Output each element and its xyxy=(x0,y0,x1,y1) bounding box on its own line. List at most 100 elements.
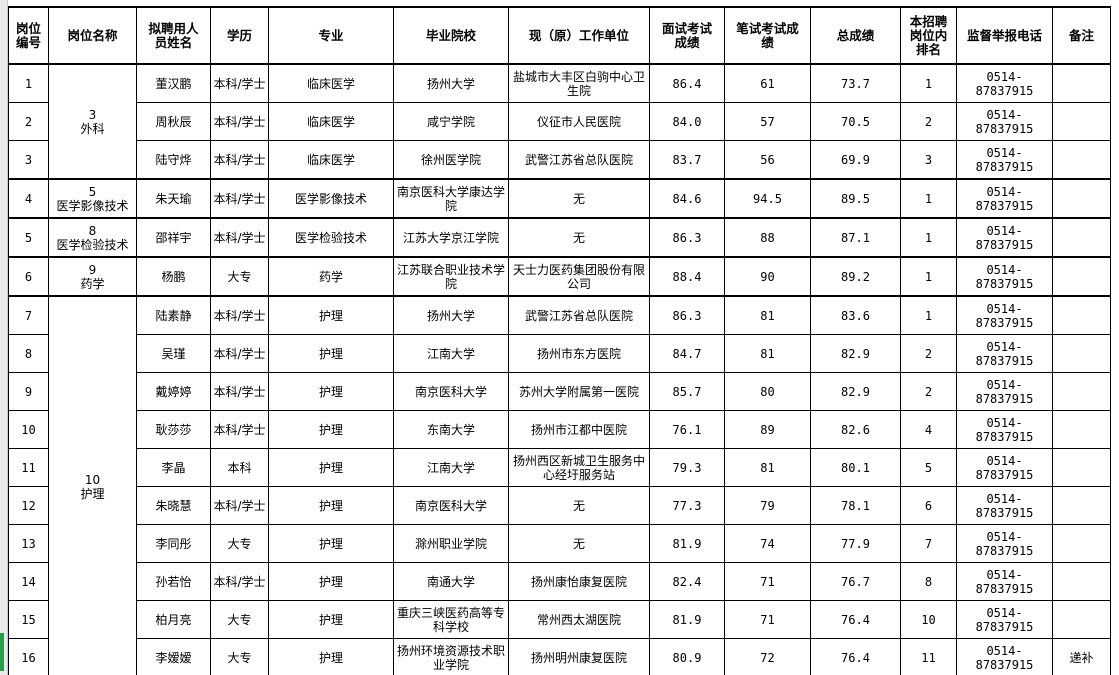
table-cell[interactable]: 82.4 xyxy=(649,562,725,601)
table-cell[interactable]: 陆素静 xyxy=(136,295,211,335)
table-cell[interactable]: 6 xyxy=(900,486,957,525)
table-cell[interactable]: 87.1 xyxy=(810,217,901,258)
table-cell[interactable]: 84.7 xyxy=(649,334,725,373)
table-cell[interactable] xyxy=(1052,217,1111,258)
table-cell[interactable]: 84.0 xyxy=(649,102,725,141)
table-cell[interactable]: 徐州医学院 xyxy=(393,140,509,180)
table-cell[interactable]: 77.3 xyxy=(649,486,725,525)
table-cell[interactable]: 70.5 xyxy=(810,102,901,141)
table-cell[interactable]: 89.2 xyxy=(810,256,901,297)
table-cell[interactable]: 12 xyxy=(8,486,49,525)
table-cell[interactable]: 0514-87837915 xyxy=(956,217,1053,258)
table-cell[interactable]: 81.9 xyxy=(649,600,725,639)
table-cell[interactable]: 朱天瑜 xyxy=(136,178,211,219)
table-cell[interactable]: 临床医学 xyxy=(268,102,394,141)
table-cell[interactable]: 南京医科大学 xyxy=(393,372,509,411)
table-cell[interactable] xyxy=(1052,486,1111,525)
table-cell[interactable]: 无 xyxy=(508,524,650,563)
table-cell[interactable] xyxy=(1052,562,1111,601)
table-cell[interactable]: 0514-87837915 xyxy=(956,256,1053,297)
table-cell[interactable]: 0514-87837915 xyxy=(956,600,1053,639)
table-cell[interactable]: 11 xyxy=(900,638,957,675)
table-cell[interactable]: 1 xyxy=(900,178,957,219)
table-cell[interactable]: 无 xyxy=(508,217,650,258)
table-cell[interactable]: 本科/学士 xyxy=(210,63,269,103)
table-cell[interactable] xyxy=(1052,140,1111,180)
table-cell[interactable]: 81 xyxy=(724,448,811,487)
table-cell[interactable]: 吴瑾 xyxy=(136,334,211,373)
table-cell[interactable]: 李晶 xyxy=(136,448,211,487)
table-cell[interactable]: 周秋辰 xyxy=(136,102,211,141)
table-cell[interactable]: 护理 xyxy=(268,448,394,487)
table-cell[interactable]: 81 xyxy=(724,295,811,335)
table-cell[interactable]: 苏州大学附属第一医院 xyxy=(508,372,650,411)
table-cell[interactable]: 0514-87837915 xyxy=(956,486,1053,525)
table-cell[interactable]: 6 xyxy=(8,256,49,297)
table-cell[interactable] xyxy=(1052,102,1111,141)
table-cell[interactable]: 83.7 xyxy=(649,140,725,180)
table-cell[interactable]: 71 xyxy=(724,562,811,601)
table-cell[interactable]: 86.4 xyxy=(649,63,725,103)
table-cell[interactable]: 72 xyxy=(724,638,811,675)
table-cell[interactable]: 南京医科大学 xyxy=(393,486,509,525)
table-cell[interactable]: 8 xyxy=(900,562,957,601)
table-cell[interactable]: 董汉鹏 xyxy=(136,63,211,103)
table-cell[interactable]: 杨鹏 xyxy=(136,256,211,297)
table-cell[interactable]: 本科/学士 xyxy=(210,295,269,335)
position-name-cell[interactable]: 10 护理 xyxy=(48,295,137,675)
table-cell[interactable]: 0514-87837915 xyxy=(956,638,1053,675)
table-cell[interactable]: 1 xyxy=(8,63,49,103)
table-cell[interactable]: 69.9 xyxy=(810,140,901,180)
table-cell[interactable]: 78.1 xyxy=(810,486,901,525)
table-cell[interactable]: 无 xyxy=(508,486,650,525)
table-cell[interactable]: 9 xyxy=(8,372,49,411)
table-cell[interactable]: 88.4 xyxy=(649,256,725,297)
table-cell[interactable]: 盐城市大丰区白驹中心卫生院 xyxy=(508,63,650,103)
table-cell[interactable]: 10 xyxy=(8,410,49,449)
table-cell[interactable]: 武警江苏省总队医院 xyxy=(508,295,650,335)
table-cell[interactable]: 90 xyxy=(724,256,811,297)
table-cell[interactable]: 扬州大学 xyxy=(393,295,509,335)
table-cell[interactable]: 江南大学 xyxy=(393,334,509,373)
table-cell[interactable]: 3 xyxy=(8,140,49,180)
table-cell[interactable]: 4 xyxy=(900,410,957,449)
table-cell[interactable]: 护理 xyxy=(268,600,394,639)
table-cell[interactable]: 扬州西区新城卫生服务中心经圩服务站 xyxy=(508,448,650,487)
table-cell[interactable]: 医学影像技术 xyxy=(268,178,394,219)
table-cell[interactable]: 76.1 xyxy=(649,410,725,449)
table-cell[interactable]: 扬州市东方医院 xyxy=(508,334,650,373)
table-cell[interactable] xyxy=(1052,600,1111,639)
table-cell[interactable]: 84.6 xyxy=(649,178,725,219)
table-cell[interactable]: 戴婷婷 xyxy=(136,372,211,411)
table-cell[interactable]: 83.6 xyxy=(810,295,901,335)
table-cell[interactable]: 4 xyxy=(8,178,49,219)
table-cell[interactable]: 重庆三峡医药高等专科学校 xyxy=(393,600,509,639)
table-cell[interactable]: 临床医学 xyxy=(268,63,394,103)
table-cell[interactable]: 扬州康怡康复医院 xyxy=(508,562,650,601)
table-cell[interactable]: 73.7 xyxy=(810,63,901,103)
table-cell[interactable]: 本科 xyxy=(210,448,269,487)
table-cell[interactable]: 递补 xyxy=(1052,638,1111,675)
position-name-cell[interactable]: 3 外科 xyxy=(48,63,137,180)
table-cell[interactable] xyxy=(1052,178,1111,219)
table-cell[interactable]: 81 xyxy=(724,334,811,373)
table-cell[interactable]: 80 xyxy=(724,372,811,411)
table-cell[interactable]: 咸宁学院 xyxy=(393,102,509,141)
table-cell[interactable]: 86.3 xyxy=(649,295,725,335)
table-cell[interactable]: 东南大学 xyxy=(393,410,509,449)
table-cell[interactable]: 邵祥宇 xyxy=(136,217,211,258)
table-cell[interactable]: 1 xyxy=(900,63,957,103)
table-cell[interactable]: 0514-87837915 xyxy=(956,295,1053,335)
table-cell[interactable]: 常州西太湖医院 xyxy=(508,600,650,639)
table-cell[interactable]: 81.9 xyxy=(649,524,725,563)
table-cell[interactable]: 0514-87837915 xyxy=(956,448,1053,487)
table-cell[interactable]: 护理 xyxy=(268,562,394,601)
table-cell[interactable]: 护理 xyxy=(268,295,394,335)
table-cell[interactable]: 扬州大学 xyxy=(393,63,509,103)
table-cell[interactable] xyxy=(1052,63,1111,103)
table-cell[interactable]: 10 xyxy=(900,600,957,639)
table-cell[interactable]: 94.5 xyxy=(724,178,811,219)
table-cell[interactable]: 7 xyxy=(8,295,49,335)
table-cell[interactable]: 0514-87837915 xyxy=(956,334,1053,373)
table-cell[interactable]: 扬州环境资源技术职业学院 xyxy=(393,638,509,675)
